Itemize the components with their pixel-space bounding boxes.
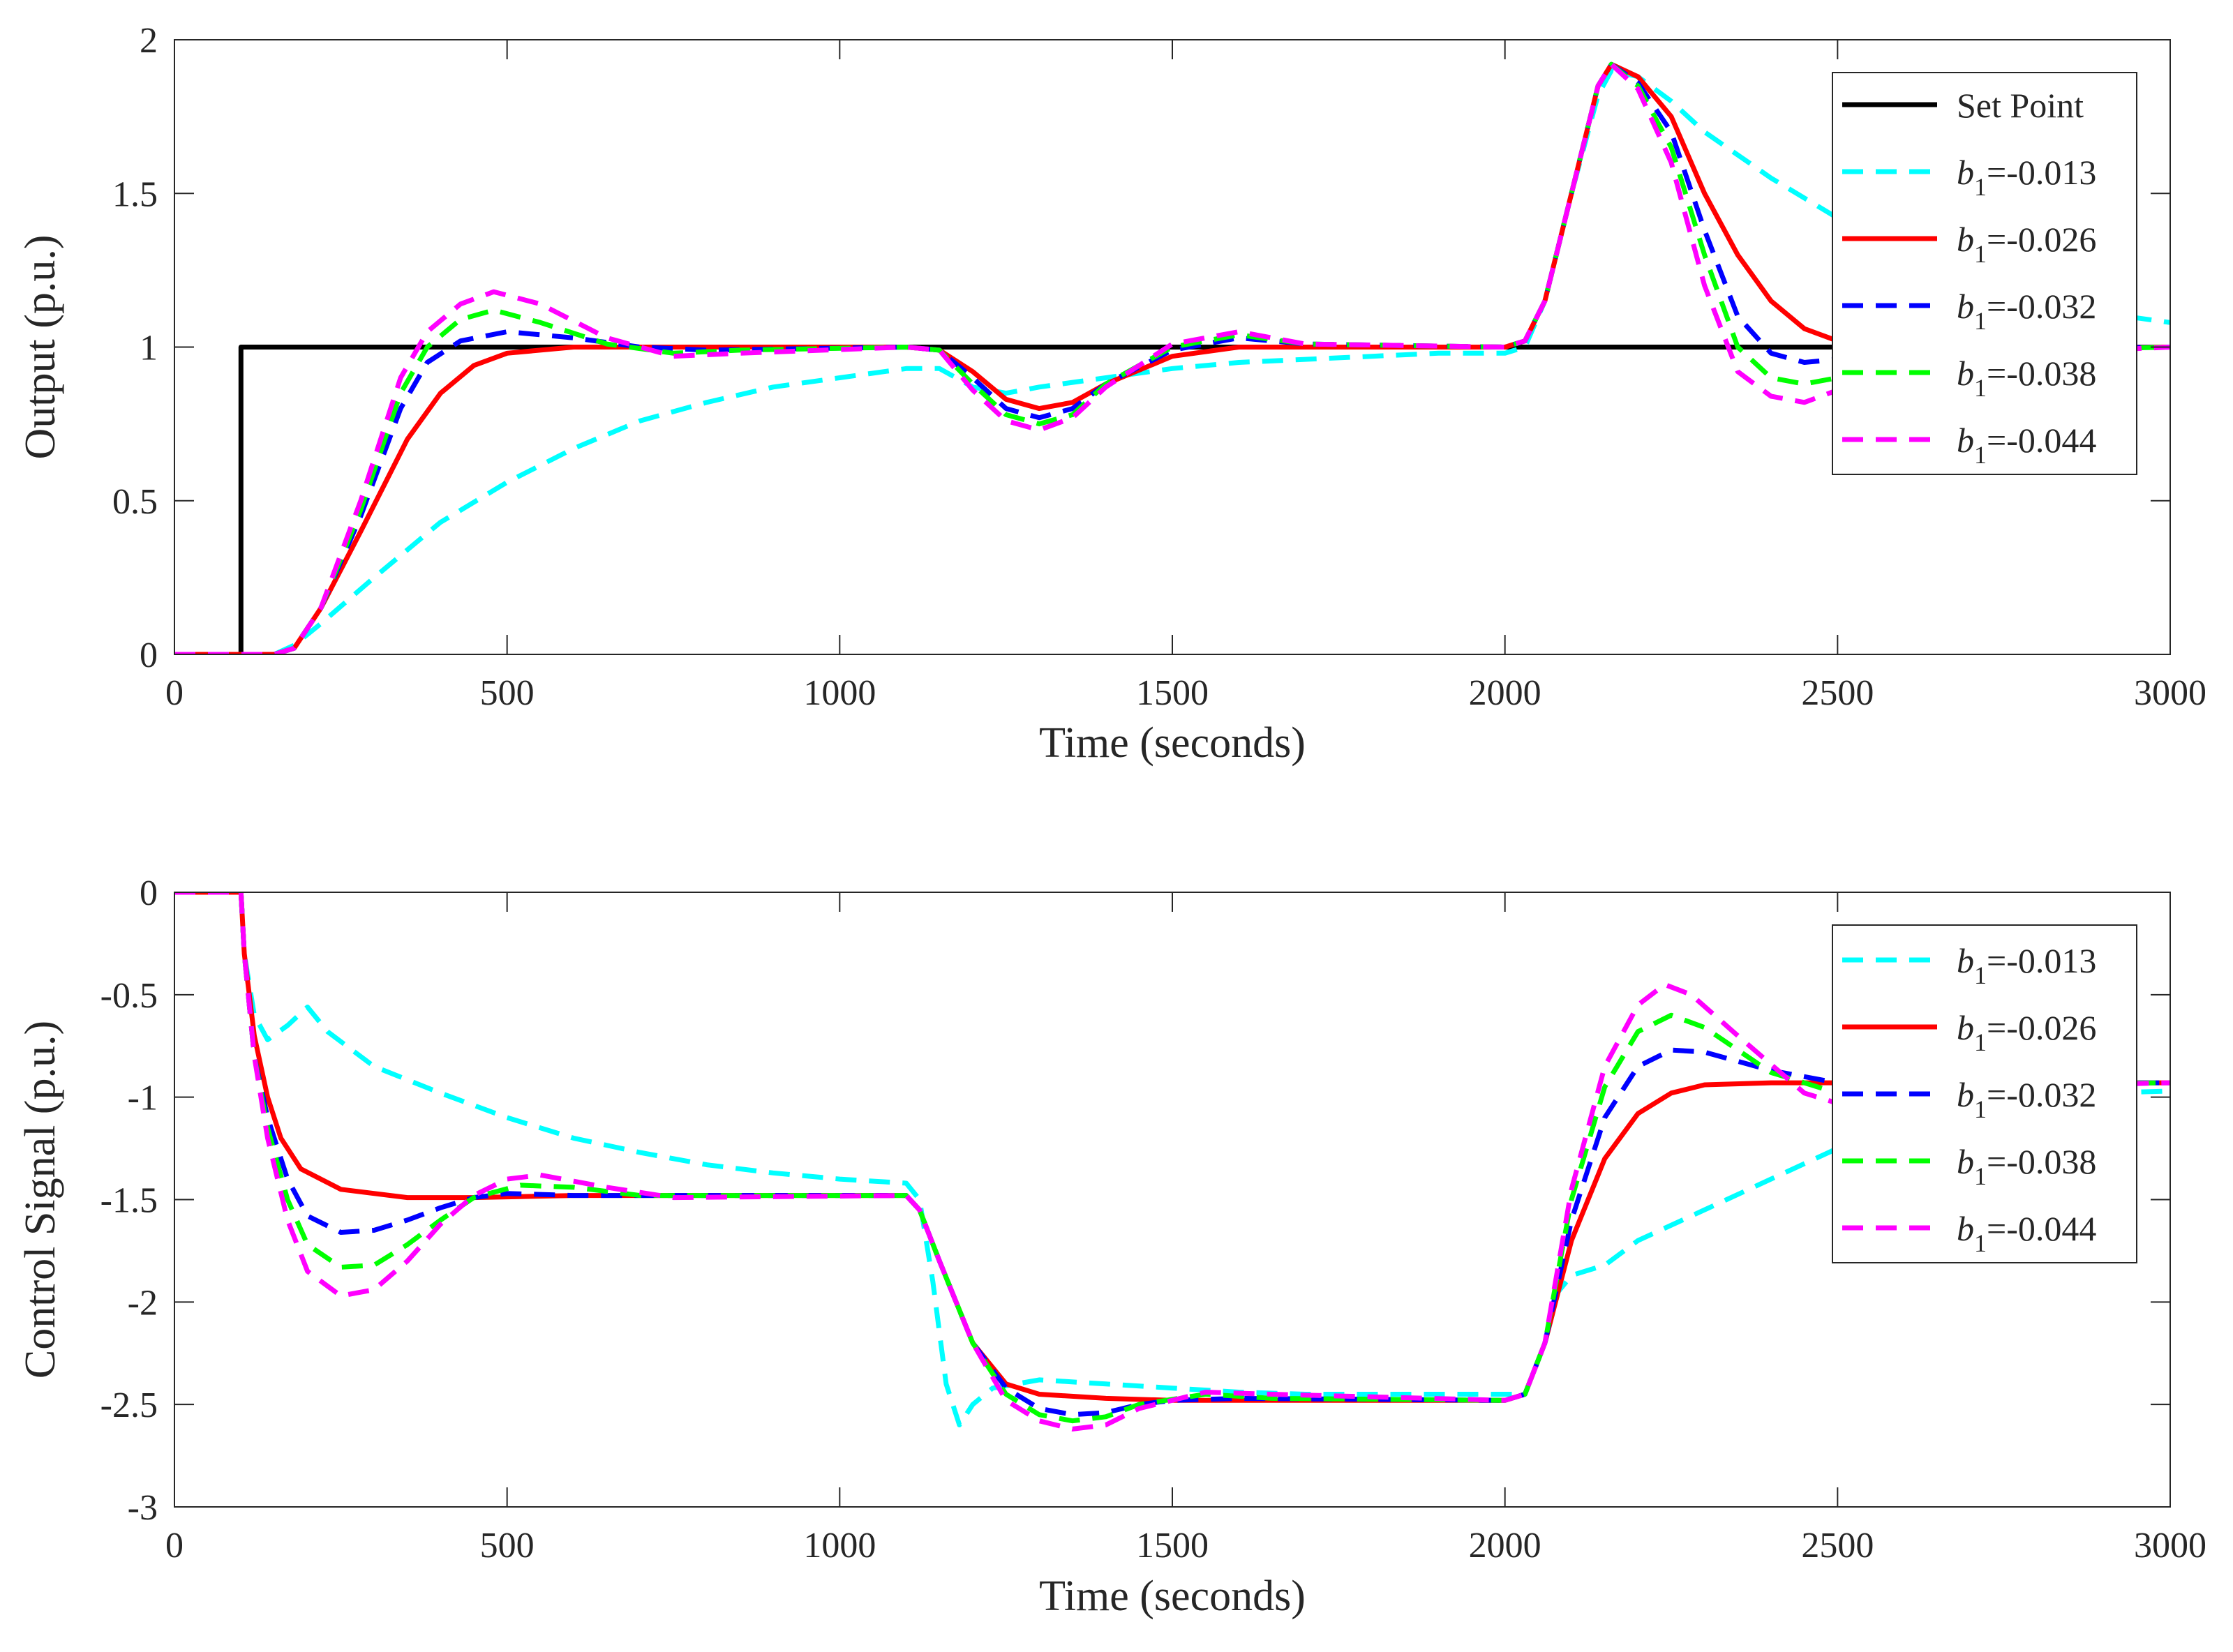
y-tick-label: -2 bbox=[128, 1283, 158, 1323]
series-line-set-point bbox=[174, 345, 2170, 654]
y-axis-label: Control Signal (p.u.) bbox=[17, 1021, 64, 1379]
legend-label: Set Point bbox=[1957, 86, 2084, 125]
legend-box bbox=[1832, 72, 2137, 475]
legend: Set Pointb1=-0.013b1=-0.026b1=-0.032b1=-… bbox=[1832, 72, 2137, 475]
x-tick-label: 2000 bbox=[1469, 673, 1541, 713]
legend-label-value: =-0.038 bbox=[1987, 354, 2096, 393]
legend-label-value: =-0.044 bbox=[1987, 421, 2096, 460]
x-tick-label: 2500 bbox=[1801, 673, 1874, 713]
series-line--0044 bbox=[174, 892, 2170, 1432]
x-tick-label: 0 bbox=[165, 1526, 184, 1565]
legend-label-subscript: 1 bbox=[1974, 1229, 1987, 1257]
legend-label-variable: b bbox=[1957, 941, 1974, 980]
legend-label-value: =-0.013 bbox=[1987, 941, 2096, 980]
x-tick-label: 1000 bbox=[803, 1526, 876, 1565]
y-tick-label: 0.5 bbox=[112, 482, 158, 522]
legend-label-subscript: 1 bbox=[1974, 961, 1987, 989]
y-tick-label: -2.5 bbox=[100, 1386, 158, 1425]
legend-label-value: =-0.032 bbox=[1987, 287, 2096, 326]
series-group bbox=[174, 61, 2170, 654]
x-tick-label: 0 bbox=[165, 673, 184, 713]
series-line--0032 bbox=[174, 892, 2170, 1418]
x-tick-label: 2500 bbox=[1801, 1526, 1874, 1565]
legend-label-value: =-0.032 bbox=[1987, 1075, 2096, 1114]
legend-label: b1=-0.044 bbox=[1957, 1209, 2096, 1257]
x-tick-label: 1500 bbox=[1136, 1526, 1209, 1565]
series-line--0013 bbox=[174, 892, 2170, 1427]
legend-label: b1=-0.013 bbox=[1957, 153, 2096, 201]
legend-label: b1=-0.044 bbox=[1957, 421, 2096, 469]
legend-label: b1=-0.032 bbox=[1957, 287, 2096, 335]
output-chart: 0 500 1000 1500 2000 2500 3000 0 0.5 1 1.5 2 Time (s… bbox=[17, 21, 2206, 767]
legend-label-variable: b bbox=[1957, 220, 1974, 259]
legend: b1=-0.013b1=-0.026b1=-0.032b1=-0.038b1=-… bbox=[1832, 924, 2137, 1263]
x-tick-label: 500 bbox=[480, 1526, 535, 1565]
x-axis-label: Time (seconds) bbox=[1039, 719, 1306, 767]
x-tick-label: 1000 bbox=[803, 673, 876, 713]
legend-label-value: =-0.038 bbox=[1987, 1142, 2096, 1181]
y-tick-label: 1 bbox=[140, 329, 158, 368]
series-line--0013 bbox=[174, 68, 2170, 654]
x-tick-label: 500 bbox=[480, 673, 535, 713]
y-tick-label: -1.5 bbox=[100, 1181, 158, 1221]
legend-label: b1=-0.026 bbox=[1957, 220, 2096, 268]
y-tick-label: 2 bbox=[140, 21, 158, 61]
y-tick-label: 0 bbox=[140, 873, 158, 913]
legend-label-subscript: 1 bbox=[1974, 441, 1987, 469]
legend-label: b1=-0.032 bbox=[1957, 1075, 2096, 1123]
legend-label-variable: b bbox=[1957, 1008, 1974, 1047]
legend-label-subscript: 1 bbox=[1974, 173, 1987, 201]
legend-label-value: =-0.013 bbox=[1987, 153, 2096, 192]
y-tick-label: -0.5 bbox=[100, 976, 158, 1016]
legend-label-variable: b bbox=[1957, 1209, 1974, 1248]
legend-label-subscript: 1 bbox=[1974, 374, 1987, 402]
legend-label-subscript: 1 bbox=[1974, 1162, 1987, 1190]
y-axis-label: Output (p.u.) bbox=[17, 234, 64, 459]
y-tick-label: -3 bbox=[128, 1488, 158, 1528]
series-line--0044 bbox=[174, 61, 2170, 654]
legend-label-subscript: 1 bbox=[1974, 307, 1987, 335]
legend-label-subscript: 1 bbox=[1974, 240, 1987, 268]
legend-label-variable: b bbox=[1957, 1142, 1974, 1181]
control-signal-chart: 0 500 1000 1500 2000 2500 3000 -3 -2.5 -2 -1.5 -1 -0… bbox=[17, 873, 2206, 1620]
legend-label-variable: b bbox=[1957, 421, 1974, 460]
legend-label: b1=-0.038 bbox=[1957, 354, 2096, 402]
legend-label-variable: b bbox=[1957, 1075, 1974, 1114]
legend-label: b1=-0.013 bbox=[1957, 941, 2096, 989]
x-tick-label: 1500 bbox=[1136, 673, 1209, 713]
x-tick-label: 3000 bbox=[2134, 673, 2206, 713]
legend-label-variable: b bbox=[1957, 153, 1974, 192]
legend-label-value: =-0.026 bbox=[1987, 1008, 2096, 1047]
x-axis-label: Time (seconds) bbox=[1039, 1572, 1306, 1620]
x-tick-label: 2000 bbox=[1469, 1526, 1541, 1565]
y-tick-label: 1.5 bbox=[112, 174, 158, 214]
legend-label-subscript: 1 bbox=[1974, 1095, 1987, 1123]
series-group bbox=[174, 892, 2170, 1432]
legend-label-variable: b bbox=[1957, 287, 1974, 326]
legend-label-subscript: 1 bbox=[1974, 1028, 1987, 1056]
y-tick-label: 0 bbox=[140, 636, 158, 675]
legend-label-value: =-0.026 bbox=[1987, 220, 2096, 259]
legend-label: b1=-0.026 bbox=[1957, 1008, 2096, 1056]
x-tick-label: 3000 bbox=[2134, 1526, 2206, 1565]
series-line--0026 bbox=[174, 61, 2170, 654]
y-tick-label: -1 bbox=[128, 1079, 158, 1118]
legend-label: b1=-0.038 bbox=[1957, 1142, 2096, 1190]
legend-label-value: =-0.044 bbox=[1987, 1209, 2096, 1248]
series-line--0038 bbox=[174, 892, 2170, 1424]
legend-label-variable: b bbox=[1957, 354, 1974, 393]
